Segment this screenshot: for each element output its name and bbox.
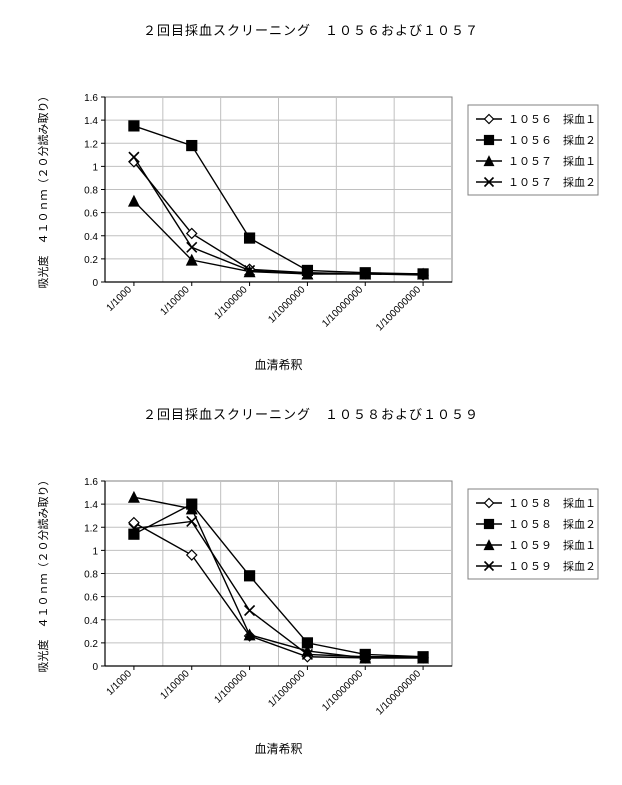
svg-text:1: 1 (92, 162, 98, 173)
chart-svg-0: 0 0.2 0.4 0.6 0.8 1 1.2 1.4 1.6 1/1000 1/10000 1/10… (0, 41, 622, 401)
svg-text:１０５７ 採血２: １０５７ 採血２ (508, 175, 596, 189)
svg-text:1.2: 1.2 (84, 523, 98, 534)
chart-svg-1: 0 0.2 0.4 0.6 0.8 1 1.2 1.4 1.6 1/1000 1/10000 1/10… (0, 425, 622, 785)
chart-title-1: ２回目採血スクリーニング １０５８および１０５９ (0, 404, 622, 423)
svg-text:1/10000: 1/10000 (159, 284, 193, 318)
svg-text:0: 0 (92, 278, 98, 289)
svg-text:1/100000000: 1/100000000 (374, 668, 423, 717)
svg-text:0.2: 0.2 (84, 255, 98, 266)
svg-text:0: 0 (92, 662, 98, 673)
svg-text:1/10000000: 1/10000000 (320, 284, 365, 329)
chart-panel-0: ２回目採血スクリーニング １０５６および１０５７ 0 0.2 0.4 0.6 0.8 1 1… (0, 0, 622, 400)
svg-text:吸光度 ４１０ｎｍ（２０分読み取り）: 吸光度 ４１０ｎｍ（２０分読み取り） (36, 91, 50, 289)
svg-text:血清希釈: 血清希釈 (254, 357, 302, 372)
svg-text:１０５７ 採血１: １０５７ 採血１ (508, 154, 596, 168)
svg-text:１０５９ 採血１: １０５９ 採血１ (508, 538, 596, 552)
svg-text:1/1000: 1/1000 (105, 284, 135, 314)
svg-text:1: 1 (92, 546, 98, 557)
svg-text:1.6: 1.6 (84, 477, 98, 488)
svg-text:1.4: 1.4 (84, 116, 98, 127)
svg-text:0.6: 0.6 (84, 593, 98, 604)
svg-text:0.4: 0.4 (84, 616, 98, 627)
svg-text:1/10000: 1/10000 (159, 668, 193, 702)
svg-text:１０５６ 採血１: １０５６ 採血１ (508, 112, 596, 126)
svg-text:１０５６ 採血２: １０５６ 採血２ (508, 133, 596, 147)
svg-text:1/100000: 1/100000 (212, 668, 250, 706)
svg-text:1.2: 1.2 (84, 139, 98, 150)
svg-text:0.2: 0.2 (84, 639, 98, 650)
svg-text:吸光度 ４１０ｎｍ（２０分読み取り）: 吸光度 ４１０ｎｍ（２０分読み取り） (36, 475, 50, 673)
svg-text:0.4: 0.4 (84, 232, 98, 243)
svg-text:１０５８ 採血１: １０５８ 採血１ (508, 496, 596, 510)
svg-text:0.8: 0.8 (84, 186, 98, 197)
svg-text:1.6: 1.6 (84, 93, 98, 104)
svg-text:１０５９ 採血２: １０５９ 採血２ (508, 559, 596, 573)
chart-panel-1: ２回目採血スクリーニング １０５８および１０５９ 0 0.2 0.4 0.6 0.8 1 1… (0, 400, 622, 784)
svg-text:1/100000: 1/100000 (212, 284, 250, 322)
svg-text:0.8: 0.8 (84, 570, 98, 581)
chart-title-0: ２回目採血スクリーニング １０５６および１０５７ (0, 20, 622, 39)
svg-text:1/1000000: 1/1000000 (266, 284, 308, 326)
svg-text:1.4: 1.4 (84, 500, 98, 511)
svg-text:1/1000: 1/1000 (105, 668, 135, 698)
svg-text:１０５８ 採血２: １０５８ 採血２ (508, 517, 596, 531)
svg-text:1/100000000: 1/100000000 (374, 284, 423, 333)
svg-text:1/1000000: 1/1000000 (266, 668, 308, 710)
svg-text:1/10000000: 1/10000000 (320, 668, 365, 713)
svg-text:血清希釈: 血清希釈 (254, 741, 302, 756)
svg-text:0.6: 0.6 (84, 209, 98, 220)
